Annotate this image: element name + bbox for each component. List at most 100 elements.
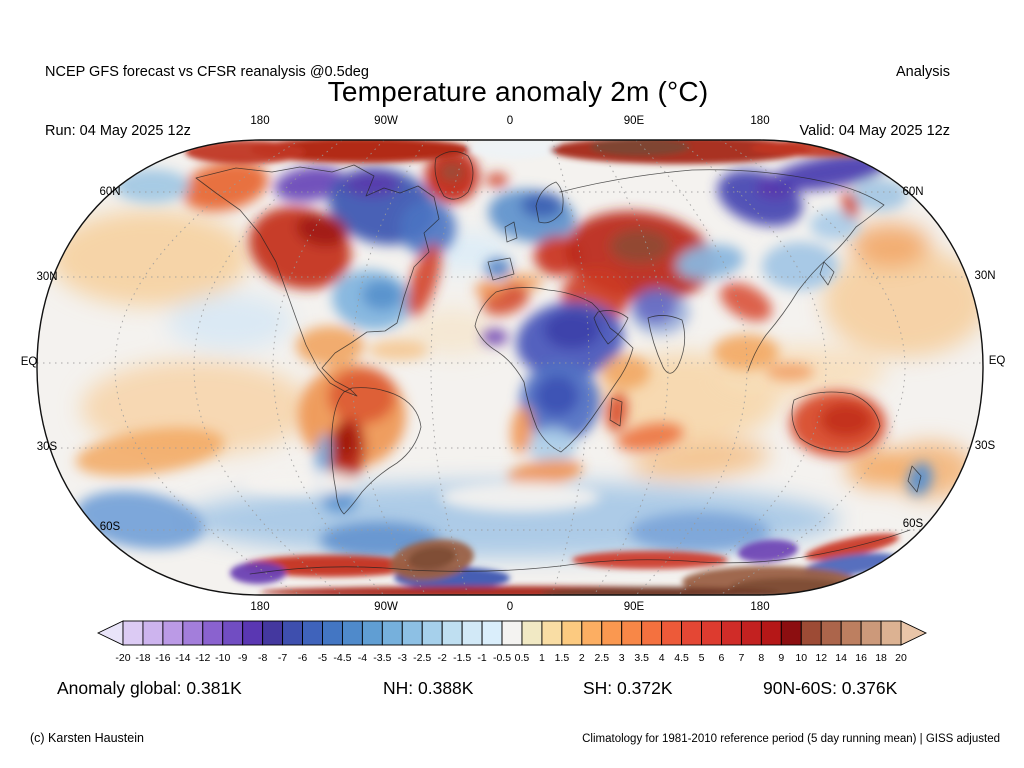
coastline-path xyxy=(487,257,515,281)
colorbar-tick-label: 3.5 xyxy=(634,652,649,664)
colorbar-cell xyxy=(481,620,503,646)
colorbar-tick-label: -1.5 xyxy=(453,652,471,664)
lat-label-left: 60N xyxy=(99,186,121,198)
valid-line: Valid: 04 May 2025 12z xyxy=(799,122,950,139)
stat-band: 90N-60S: 0.376K xyxy=(763,678,898,698)
anomaly-blob xyxy=(738,539,798,563)
colorbar-tick-label: -3.5 xyxy=(373,652,391,664)
lat-label-right: 60S xyxy=(902,518,924,530)
colorbar-cell xyxy=(501,620,523,646)
colorbar-tick-label: 6 xyxy=(719,652,725,664)
colorbar-tick-label: -4 xyxy=(358,652,367,664)
colorbar: -20 -18 -16 -14 -12 -10 -9 -8 -7 -6 -5 -4.5 -4 -3.5 -3… xyxy=(97,620,927,664)
anomaly-blob xyxy=(762,242,838,290)
anomaly-blob xyxy=(720,282,772,322)
colorbar-cell xyxy=(721,620,742,646)
anomaly-blob xyxy=(766,363,814,381)
colorbar-tick-label: 4 xyxy=(659,652,665,664)
credit-text: (c) Karsten Haustein xyxy=(30,731,144,745)
colorbar-tick-label: -3 xyxy=(398,652,407,664)
colorbar-cell xyxy=(182,620,204,646)
anomaly-blob xyxy=(440,482,600,512)
coastline-path xyxy=(819,261,835,286)
colorbar-tick-label: 12 xyxy=(815,652,827,664)
colorbar-cell xyxy=(322,620,343,646)
colorbar-tick-label: 4.5 xyxy=(674,652,689,664)
anomaly-blob xyxy=(333,424,357,460)
lat-label-right: 60N xyxy=(902,186,924,198)
colorbar-cell xyxy=(800,620,822,646)
colorbar-tick-label: 1 xyxy=(539,652,545,664)
run-line: Run: 04 May 2025 12z xyxy=(45,122,191,139)
lat-label-left: EQ xyxy=(20,356,38,368)
anomaly-blob xyxy=(404,308,500,356)
coastline-path xyxy=(249,529,911,575)
anomaly-blob xyxy=(510,406,534,454)
colorbar-cell xyxy=(461,620,483,646)
colorbar-cell xyxy=(860,620,882,646)
anomaly-blob xyxy=(616,422,684,452)
colorbar-tick-label: -5 xyxy=(318,652,327,664)
anomaly-blob xyxy=(400,200,456,256)
lon-label-bottom: 180 xyxy=(750,601,770,613)
colorbar-tick-label: 0.5 xyxy=(515,652,530,664)
stats-row: Anomaly global: 0.381K NH: 0.388K SH: 0.… xyxy=(0,678,1024,704)
coastline-path xyxy=(331,387,422,515)
longitude-gridline xyxy=(719,140,906,595)
anomaly-blob xyxy=(602,355,650,389)
anomaly-blob xyxy=(630,441,770,479)
colorbar-cell xyxy=(521,620,543,646)
lon-label-top: 90E xyxy=(623,115,645,127)
colorbar-tick-label: -12 xyxy=(195,652,210,664)
coastline-path xyxy=(609,397,623,427)
anomaly-blob xyxy=(630,289,690,335)
colorbar-tick-label: 20 xyxy=(895,652,907,664)
colorbar-tick-label: -7 xyxy=(278,652,287,664)
colorbar-tick-label: -8 xyxy=(258,652,267,664)
colorbar-cell xyxy=(880,620,902,646)
map-title: Temperature anomaly 2m (°C) xyxy=(327,76,709,107)
colorbar-cell xyxy=(601,620,623,646)
coastline-path xyxy=(195,164,440,397)
lon-label-bottom: 0 xyxy=(506,601,514,613)
anomaly-blob xyxy=(507,459,583,487)
longitude-gridline xyxy=(114,140,301,595)
anomaly-blob xyxy=(344,171,400,197)
colorbar-tick-label: 2 xyxy=(579,652,585,664)
anomaly-blob xyxy=(486,173,508,187)
colorbar-cell xyxy=(202,620,224,646)
colorbar-tick-label: 10 xyxy=(795,652,807,664)
anomaly-blob xyxy=(114,169,190,203)
lon-label-bottom: 180 xyxy=(250,601,270,613)
anomaly-field-mid xyxy=(75,149,933,558)
analysis-label: Analysis xyxy=(896,64,950,80)
anomaly-blob xyxy=(250,140,470,163)
anomaly-blob xyxy=(242,469,358,495)
colorbar-cell xyxy=(701,620,722,646)
anomaly-blob xyxy=(406,243,442,317)
anomaly-blob xyxy=(750,140,910,157)
anomaly-blob xyxy=(181,160,269,212)
anomaly-blob xyxy=(540,587,780,595)
colorbar-tick-label: -20 xyxy=(115,652,130,664)
lat-label-left: 30S xyxy=(36,441,58,453)
anomaly-blob xyxy=(630,512,770,552)
anomaly-blob xyxy=(535,376,579,416)
coastline-path xyxy=(907,465,922,493)
stat-sh: SH: 0.372K xyxy=(583,678,673,698)
colorbar-cell xyxy=(760,620,782,646)
anomaly-blob xyxy=(470,140,560,159)
colorbar-tick-label: -0.5 xyxy=(493,652,511,664)
anomaly-blob xyxy=(362,280,402,310)
colorbar-tick-label: -2.5 xyxy=(413,652,431,664)
colorbar-cell xyxy=(840,620,862,646)
colorbar-arrow-right xyxy=(900,620,927,646)
colorbar-cell xyxy=(541,620,563,646)
coastline-path xyxy=(791,391,881,453)
anomaly-blob xyxy=(274,166,346,202)
lon-label-top: 90W xyxy=(374,115,398,127)
colorbar-tick-label: 16 xyxy=(855,652,867,664)
colorbar-tick-label: -2 xyxy=(438,652,447,664)
coastline-path xyxy=(535,181,564,224)
colorbar-tick-label: -6 xyxy=(298,652,307,664)
